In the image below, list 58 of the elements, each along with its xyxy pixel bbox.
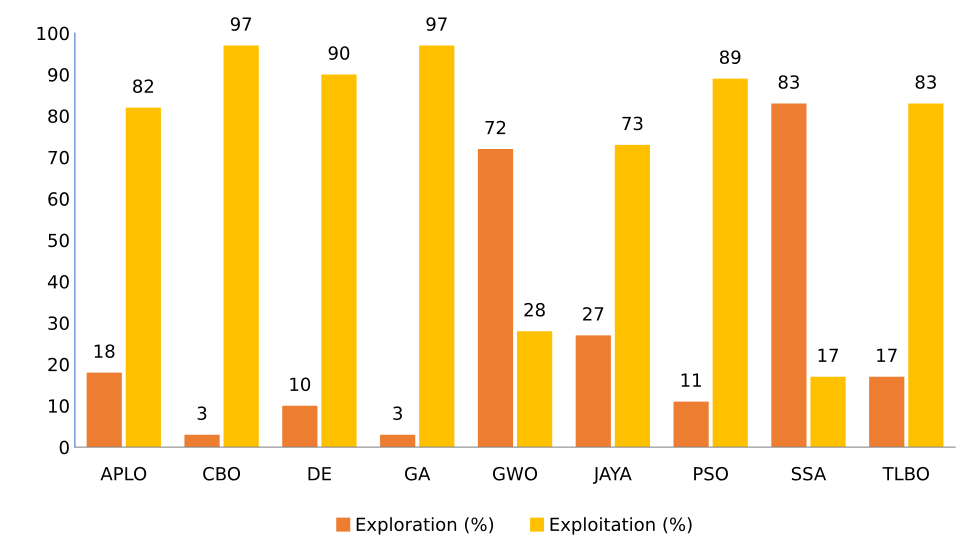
- legend-label: Exploration (%): [356, 517, 494, 535]
- y-tick-label: 90: [48, 68, 69, 82]
- y-tick-label: 30: [48, 316, 69, 330]
- data-label: 17: [818, 348, 838, 362]
- data-label: 27: [583, 307, 604, 320]
- x-tick-label: GWO: [493, 466, 538, 481]
- bar: [224, 46, 259, 448]
- data-label: 82: [133, 79, 154, 94]
- legend-label: Exploitation (%): [550, 517, 692, 535]
- data-label: 18: [94, 344, 114, 358]
- bar: [419, 46, 454, 448]
- y-tick-label: 70: [48, 150, 69, 164]
- y-tick-label: 20: [48, 358, 69, 372]
- x-tick-label: PSO: [694, 466, 728, 481]
- y-tick-label: 80: [48, 109, 69, 124]
- x-tick-label: GA: [405, 466, 430, 481]
- bar: [282, 406, 318, 448]
- data-label: 3: [393, 406, 402, 420]
- data-label: 89: [720, 50, 740, 64]
- y-tick-label: 100: [38, 26, 69, 40]
- bar: [869, 376, 904, 448]
- x-tick-label: JAYA: [592, 467, 632, 484]
- data-label: 17: [877, 348, 897, 362]
- bar: [614, 144, 650, 448]
- data-label: 11: [682, 374, 701, 387]
- y-tick-label: 60: [48, 192, 69, 206]
- x-tick-label: TLBO: [882, 466, 929, 481]
- bar: [516, 331, 552, 448]
- bar: [126, 108, 161, 448]
- y-tick-label: 10: [49, 399, 69, 413]
- bar: [674, 402, 709, 448]
- bar: [810, 376, 846, 448]
- bar: [321, 74, 357, 448]
- bar: [712, 78, 748, 448]
- data-label: 10: [290, 377, 310, 392]
- bar: [380, 434, 416, 448]
- data-label: 97: [230, 17, 252, 31]
- data-label: 72: [485, 120, 506, 134]
- data-label: 90: [328, 46, 350, 60]
- x-tick-label: SSA: [792, 466, 826, 481]
- x-tick-label: APLO: [100, 466, 146, 481]
- bar: [771, 104, 807, 448]
- data-label: 83: [778, 75, 799, 89]
- bar: [86, 372, 122, 448]
- data-label: 97: [426, 17, 447, 31]
- bar: [184, 434, 220, 448]
- y-tick-label: 40: [48, 274, 69, 289]
- x-tick-label: CBO: [203, 466, 240, 481]
- x-tick-label: DE: [308, 467, 331, 480]
- data-label: 73: [622, 116, 642, 130]
- bar: [576, 335, 611, 448]
- y-tick-label: 0: [60, 440, 69, 454]
- y-tick-label: 50: [48, 234, 69, 248]
- data-label: 83: [916, 75, 936, 89]
- data-label: 3: [198, 406, 206, 420]
- bar: [908, 104, 944, 448]
- bar: [478, 149, 514, 448]
- data-label: 28: [524, 302, 545, 317]
